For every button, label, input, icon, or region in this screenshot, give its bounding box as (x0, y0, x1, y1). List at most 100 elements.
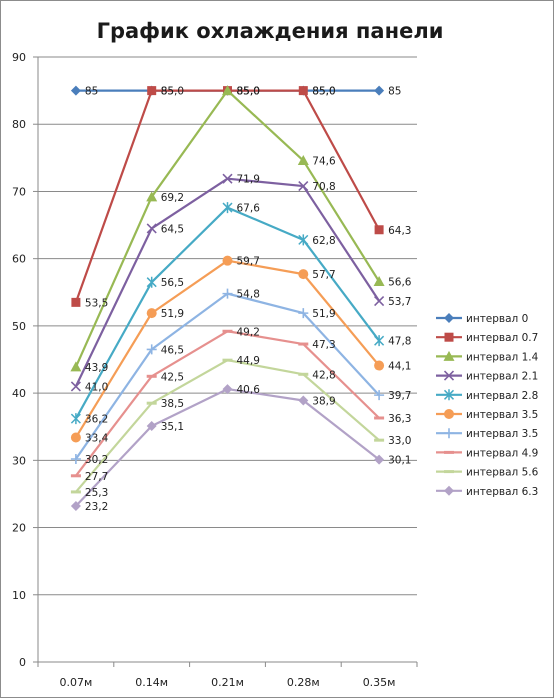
data-point (374, 335, 385, 347)
data-point (146, 421, 157, 432)
data-point (70, 501, 81, 512)
legend-entry: интервал 2.1 (436, 370, 538, 383)
data-label: 69,2 (161, 192, 184, 204)
data-point (147, 86, 157, 96)
legend-label: интервал 3.5 (466, 428, 538, 440)
data-point (374, 360, 385, 371)
data-label: 46,5 (161, 344, 184, 356)
legend-label: интервал 3.5 (466, 409, 538, 421)
data-label: 27,7 (85, 471, 108, 483)
data-label: 74,6 (312, 156, 336, 168)
data-point (222, 255, 233, 266)
data-label: 53,5 (85, 297, 108, 309)
data-point (298, 86, 308, 96)
data-label: 23,2 (85, 501, 108, 513)
y-tick-label: 90 (12, 51, 26, 64)
y-tick-label: 20 (12, 522, 26, 535)
legend-entry: интервал 4.9 (436, 447, 538, 459)
data-point (298, 342, 309, 346)
data-label: 43,9 (85, 362, 108, 374)
chart-title: График охлаждения панели (97, 19, 444, 43)
data-label: 56,6 (388, 277, 412, 289)
data-label: 51,9 (161, 308, 184, 320)
data-point (70, 85, 81, 96)
data-point (146, 308, 157, 319)
data-label: 85,0 (161, 86, 184, 98)
data-label: 36,3 (388, 413, 411, 425)
y-tick-label: 70 (12, 185, 26, 198)
data-label: 38,9 (312, 396, 335, 408)
series-7 (70, 288, 385, 464)
legend-marker (443, 350, 455, 361)
data-label: 30,2 (85, 454, 108, 466)
data-label: 64,3 (388, 225, 411, 237)
data-point (222, 85, 233, 96)
legend-entry: интервал 2.8 (436, 389, 538, 402)
x-tick-label: 0.07м (60, 676, 93, 689)
legend-label: интервал 2.8 (466, 390, 538, 402)
data-point (146, 276, 157, 288)
data-point (374, 438, 385, 442)
series-5 (70, 202, 385, 425)
data-label: 25,3 (85, 487, 108, 499)
data-label: 40,6 (237, 384, 261, 396)
data-point (70, 453, 81, 464)
legend-label: интервал 4.9 (466, 447, 538, 459)
legend-label: интервал 2.1 (466, 371, 538, 383)
legend-marker (444, 332, 454, 342)
data-label: 85,0 (237, 86, 260, 98)
series-9 (70, 358, 385, 494)
legend-label: интервал 0.7 (466, 332, 538, 344)
data-label: 33,4 (85, 432, 109, 444)
axes: 0 10 20 30 40 50 60 70 80 90 0.07м 0.14м 0.21м 0.28м 0… (12, 51, 418, 689)
legend-entry: интервал 3.5 (436, 409, 538, 421)
legend-label: интервал 6.3 (466, 486, 538, 498)
data-point (373, 276, 385, 287)
data-label: 47,3 (312, 339, 335, 351)
legend-entry: интервал 3.5 (436, 428, 538, 440)
data-point (70, 361, 82, 372)
data-label: 85,0 (312, 86, 335, 98)
y-tick-label: 0 (19, 656, 26, 669)
legend: интервал 0 интервал 0.7 интервал 1.4 интерв… (436, 313, 539, 498)
data-label: 42,5 (161, 371, 184, 383)
data-label: 39,7 (388, 390, 411, 402)
legend-marker (444, 470, 454, 474)
data-point (70, 490, 81, 494)
legend-entry: интервал 0.7 (436, 332, 538, 344)
data-point (146, 374, 157, 378)
data-point (374, 454, 385, 465)
data-label: 38,5 (161, 398, 184, 410)
data-point (374, 416, 385, 420)
data-point (374, 295, 385, 307)
legend-marker (444, 485, 454, 496)
x-tick-label: 0.28м (287, 676, 320, 689)
legend-marker (443, 389, 455, 401)
legend-marker (444, 450, 454, 454)
data-point (146, 344, 157, 355)
y-tick-label: 60 (12, 253, 26, 266)
data-label: 67,6 (237, 203, 261, 215)
data-point (222, 173, 233, 184)
data-label: 62,8 (312, 235, 335, 247)
data-point (222, 329, 233, 333)
data-point (374, 85, 385, 96)
data-point (71, 297, 81, 307)
legend-label: интервал 5.6 (466, 467, 539, 479)
legend-marker (443, 370, 455, 381)
data-label: 85 (85, 86, 98, 98)
data-label: 85 (161, 86, 174, 98)
data-label: 35,1 (161, 421, 184, 433)
legend-entry: интервал 6.3 (436, 485, 538, 498)
y-tick-label: 30 (12, 454, 26, 467)
data-label: 85,0 (312, 86, 335, 98)
data-point (298, 395, 309, 406)
legend-marker (444, 428, 454, 439)
data-point (146, 191, 158, 202)
data-point (298, 181, 309, 192)
data-point (222, 358, 233, 362)
data-label: 33,0 (388, 435, 411, 447)
data-point (146, 223, 157, 234)
